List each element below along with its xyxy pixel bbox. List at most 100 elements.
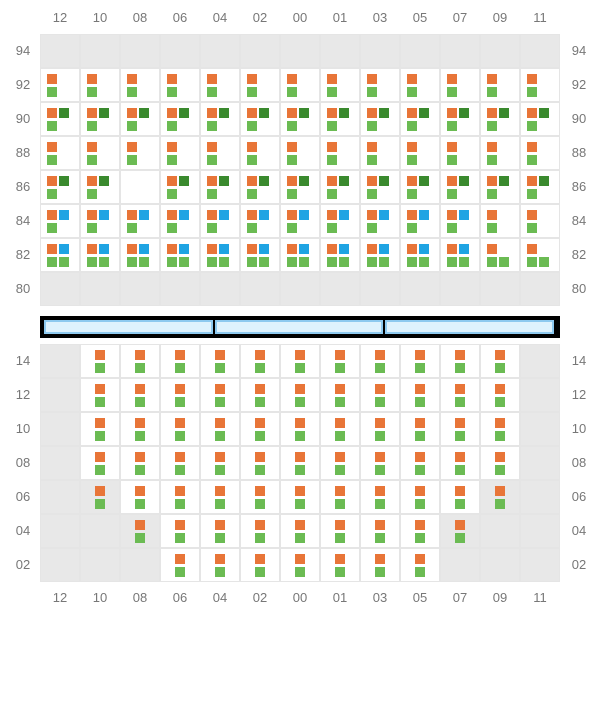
row-label-left: 14 xyxy=(8,353,38,368)
seat-marker xyxy=(287,142,297,152)
seat-marker xyxy=(527,155,537,165)
seat-marker xyxy=(295,520,305,530)
seat-cell xyxy=(360,272,400,306)
seat-cell xyxy=(440,480,480,514)
seat-marker xyxy=(455,499,465,509)
seat-marker xyxy=(255,418,265,428)
seat-cell xyxy=(80,272,120,306)
seat-cell xyxy=(400,34,440,68)
seat-cell xyxy=(320,412,360,446)
seat-marker xyxy=(287,189,297,199)
seat-marker xyxy=(415,486,425,496)
seat-marker xyxy=(139,210,149,220)
seat-marker xyxy=(175,567,185,577)
seat-marker xyxy=(95,384,105,394)
seat-marker xyxy=(367,155,377,165)
seat-cell xyxy=(240,204,280,238)
seat-cell xyxy=(80,412,120,446)
seat-marker xyxy=(375,533,385,543)
seat-marker xyxy=(407,223,417,233)
seat-marker xyxy=(459,108,469,118)
seat-cell xyxy=(120,272,160,306)
seat-marker xyxy=(247,155,257,165)
seat-marker xyxy=(375,520,385,530)
seat-marker xyxy=(527,74,537,84)
seat-marker xyxy=(415,554,425,564)
col-label-bottom: 12 xyxy=(45,590,75,605)
seat-cell xyxy=(200,446,240,480)
seat-cell xyxy=(200,136,240,170)
col-label-bottom: 07 xyxy=(445,590,475,605)
seat-marker xyxy=(327,223,337,233)
seat-marker xyxy=(407,87,417,97)
seat-marker xyxy=(247,121,257,131)
seat-marker xyxy=(259,210,269,220)
seat-cell xyxy=(40,514,80,548)
seat-marker xyxy=(379,257,389,267)
seat-cell xyxy=(440,272,480,306)
seat-marker xyxy=(447,87,457,97)
seat-cell xyxy=(200,34,240,68)
seat-marker xyxy=(375,431,385,441)
seat-marker xyxy=(527,223,537,233)
seat-marker xyxy=(87,142,97,152)
seat-marker xyxy=(375,452,385,462)
seat-marker xyxy=(335,431,345,441)
seat-marker xyxy=(335,384,345,394)
seat-marker xyxy=(295,363,305,373)
seat-marker xyxy=(255,465,265,475)
seat-cell xyxy=(440,548,480,582)
seat-marker xyxy=(415,397,425,407)
seat-cell xyxy=(120,204,160,238)
seat-cell xyxy=(480,548,520,582)
seat-marker xyxy=(487,210,497,220)
seat-marker xyxy=(339,210,349,220)
seat-marker xyxy=(255,363,265,373)
seat-marker xyxy=(375,554,385,564)
seat-marker xyxy=(407,176,417,186)
seat-marker xyxy=(87,257,97,267)
seat-marker xyxy=(215,520,225,530)
seat-marker xyxy=(455,350,465,360)
seat-marker xyxy=(459,257,469,267)
seat-marker xyxy=(207,108,217,118)
seat-cell xyxy=(360,34,400,68)
seat-marker xyxy=(87,74,97,84)
seat-marker xyxy=(455,431,465,441)
seat-marker xyxy=(327,142,337,152)
seat-cell xyxy=(480,68,520,102)
seat-cell xyxy=(320,204,360,238)
seat-marker xyxy=(287,121,297,131)
seat-cell xyxy=(440,514,480,548)
seat-cell xyxy=(40,238,80,272)
seat-cell xyxy=(440,344,480,378)
seat-marker xyxy=(335,520,345,530)
seat-marker xyxy=(415,350,425,360)
seat-marker xyxy=(287,244,297,254)
seat-marker xyxy=(87,244,97,254)
seat-marker xyxy=(335,397,345,407)
seat-cell xyxy=(400,136,440,170)
seat-marker xyxy=(335,418,345,428)
row-label-right: 86 xyxy=(564,179,594,194)
seat-marker xyxy=(179,176,189,186)
seat-cell xyxy=(200,344,240,378)
seat-marker xyxy=(367,74,377,84)
col-label-bottom: 01 xyxy=(325,590,355,605)
seat-marker xyxy=(59,176,69,186)
seat-cell xyxy=(440,204,480,238)
row-label-left: 02 xyxy=(8,557,38,572)
seat-marker xyxy=(495,363,505,373)
stage-segment xyxy=(215,320,384,334)
seat-marker xyxy=(215,554,225,564)
seat-marker xyxy=(47,189,57,199)
seat-cell xyxy=(200,480,240,514)
seat-marker xyxy=(539,257,549,267)
seat-marker xyxy=(175,397,185,407)
seat-cell xyxy=(320,68,360,102)
seat-marker xyxy=(495,486,505,496)
seat-cell xyxy=(160,102,200,136)
seat-marker xyxy=(447,121,457,131)
seat-cell xyxy=(320,446,360,480)
seat-marker xyxy=(455,363,465,373)
